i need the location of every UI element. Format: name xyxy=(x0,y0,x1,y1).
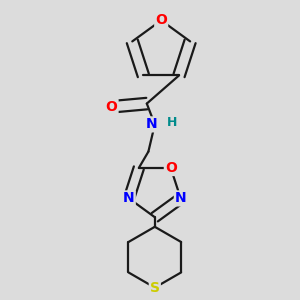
Text: S: S xyxy=(150,280,160,295)
Text: N: N xyxy=(175,191,187,206)
Text: H: H xyxy=(167,116,178,129)
Text: N: N xyxy=(146,117,158,131)
Text: N: N xyxy=(123,191,135,206)
Text: O: O xyxy=(165,161,177,175)
Text: O: O xyxy=(155,14,167,27)
Text: O: O xyxy=(106,100,118,114)
